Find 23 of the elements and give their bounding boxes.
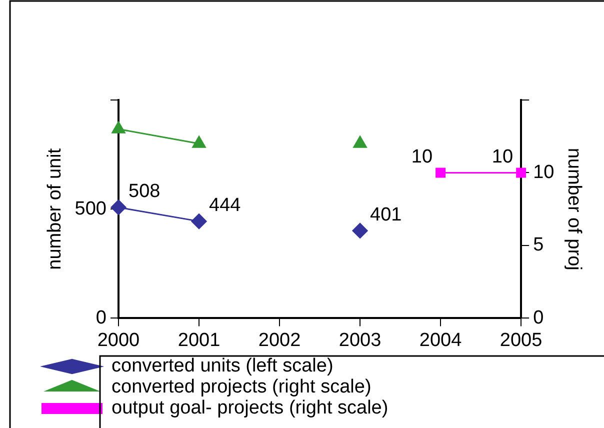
y-tick-label: 500 <box>74 198 106 220</box>
point <box>110 200 126 216</box>
y-axis-title: number of unit <box>44 148 66 270</box>
point <box>352 222 368 238</box>
data-label: 10 <box>411 146 433 168</box>
y2-tick-label: 10 <box>533 162 554 183</box>
data-label: 508 <box>128 181 160 202</box>
point <box>191 214 207 230</box>
x-tick-label: 2003 <box>338 330 382 351</box>
x-tick-label: 2004 <box>419 330 462 351</box>
legend-label: converted projects (right scale) <box>112 376 372 398</box>
x-tick-label: 2000 <box>97 330 140 351</box>
y2-axis-title: number of proj <box>563 148 584 270</box>
data-label: 444 <box>209 195 242 216</box>
legend-label: output goal- projects (right scale) <box>112 398 388 419</box>
y2-tick-label: 0 <box>533 307 544 328</box>
x-tick-label: 2002 <box>258 330 301 351</box>
y2-tick-label: 5 <box>533 234 544 256</box>
legend-label: converted units (left scale) <box>112 356 334 377</box>
x-tick-label: 2005 <box>500 330 542 351</box>
x-tick-label: 2001 <box>178 330 220 351</box>
data-label: 401 <box>370 204 402 226</box>
data-label: 10 <box>492 146 514 168</box>
